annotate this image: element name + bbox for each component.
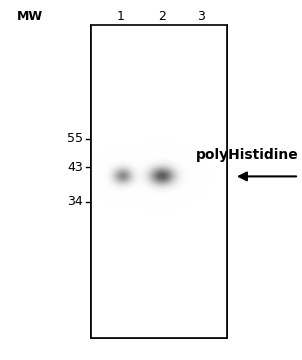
Text: 43: 43 [67, 161, 83, 174]
Text: 55: 55 [67, 132, 83, 145]
Text: 34: 34 [67, 195, 83, 208]
Bar [91, 25, 226, 338]
Text: 3: 3 [197, 10, 205, 23]
Text: MW: MW [17, 10, 43, 23]
Text: 1: 1 [117, 10, 125, 23]
Bar [91, 25, 226, 338]
Text: polyHistidine: polyHistidine [196, 148, 299, 162]
Text: 2: 2 [158, 10, 165, 23]
